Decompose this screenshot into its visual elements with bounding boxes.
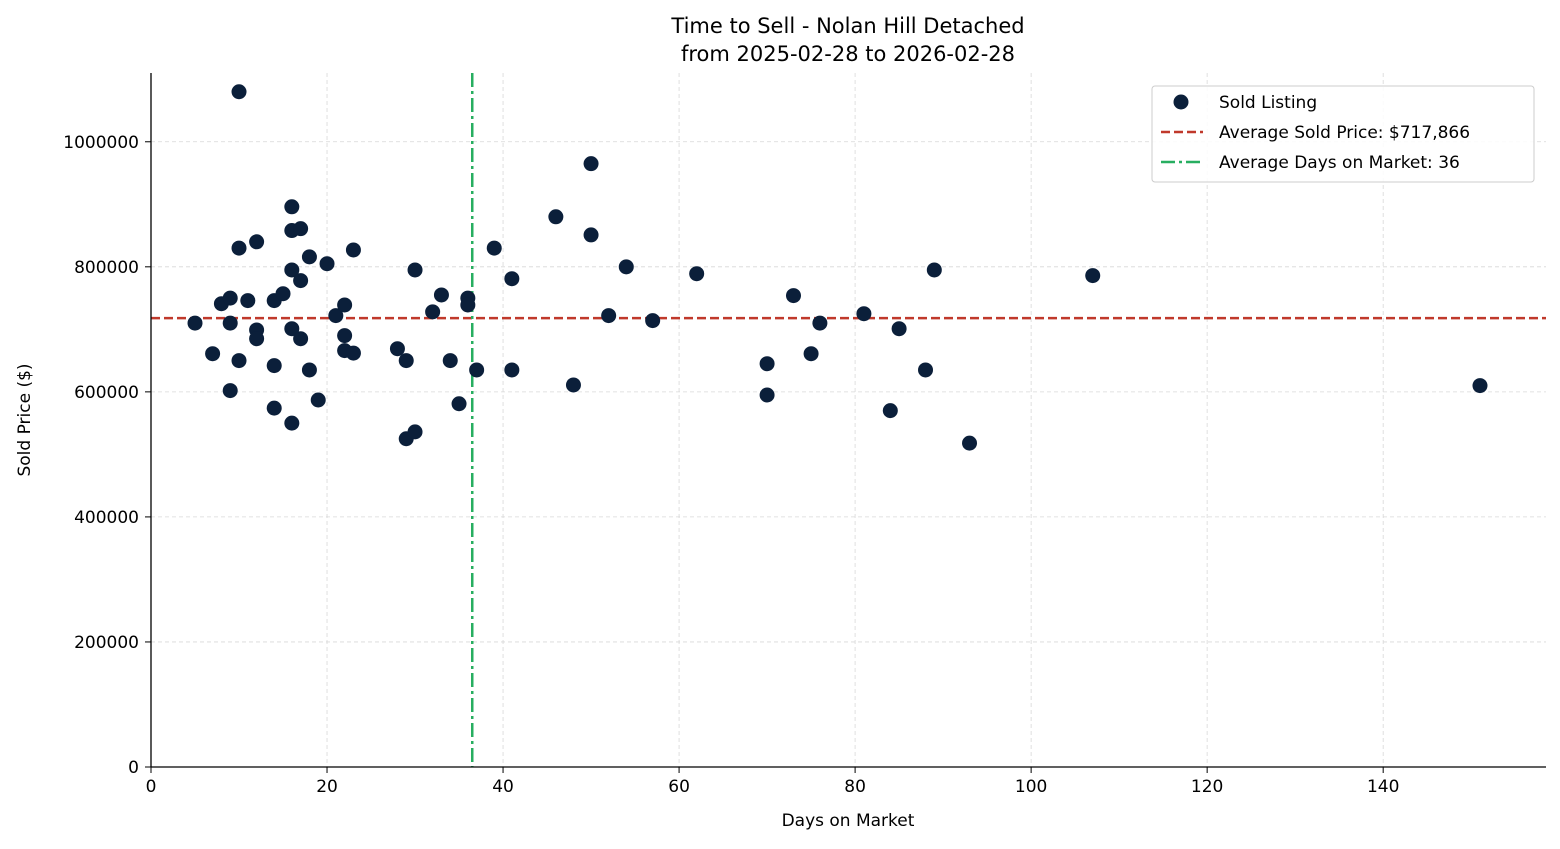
data-point xyxy=(812,315,828,331)
data-point xyxy=(803,346,819,362)
data-point xyxy=(293,273,309,289)
data-point xyxy=(222,383,238,399)
data-point xyxy=(205,346,221,362)
data-point xyxy=(337,328,353,344)
data-point xyxy=(1085,268,1101,284)
data-point xyxy=(433,287,449,303)
data-point xyxy=(407,262,423,278)
data-point xyxy=(231,353,247,369)
data-point xyxy=(301,249,317,265)
legend-box xyxy=(1151,85,1535,183)
data-point xyxy=(266,358,282,374)
x-tick-label: 120 xyxy=(1191,777,1223,797)
data-point xyxy=(460,297,476,313)
legend-label-sold-listing: Sold Listing xyxy=(1219,93,1317,113)
data-point xyxy=(689,266,705,282)
data-point xyxy=(583,227,599,243)
data-point xyxy=(345,345,361,361)
data-point xyxy=(293,221,309,237)
chart-title: Time to Sell - Nolan Hill Detached xyxy=(670,14,1024,38)
data-point xyxy=(231,84,247,100)
x-tick-label: 0 xyxy=(146,777,157,797)
data-point xyxy=(293,331,309,347)
data-point xyxy=(926,262,942,278)
data-point xyxy=(759,387,775,403)
data-point xyxy=(918,362,934,378)
data-point xyxy=(284,199,300,215)
data-point xyxy=(310,392,326,408)
x-tick-label: 140 xyxy=(1367,777,1399,797)
data-point xyxy=(266,400,282,416)
data-point xyxy=(442,353,458,369)
data-point xyxy=(319,256,335,272)
data-point xyxy=(856,306,872,322)
legend-marker-sold-listing xyxy=(1173,94,1189,110)
data-point xyxy=(337,297,353,313)
data-point xyxy=(187,315,203,331)
axes: 0 20 40 60 80 100 120 140 0 200000 400000 600000 800… xyxy=(63,73,1546,797)
data-point xyxy=(451,396,467,412)
data-point xyxy=(389,341,405,357)
x-tick-label: 60 xyxy=(668,777,690,797)
data-point xyxy=(645,313,661,329)
data-point xyxy=(249,234,265,250)
x-tick-label: 40 xyxy=(492,777,514,797)
data-point xyxy=(222,315,238,331)
data-point xyxy=(345,242,361,258)
data-point xyxy=(759,356,775,372)
data-point xyxy=(882,403,898,419)
data-point xyxy=(601,308,617,324)
data-point xyxy=(618,259,634,275)
data-point xyxy=(548,209,564,225)
data-point xyxy=(275,286,291,302)
y-tick-label: 0 xyxy=(128,758,139,778)
legend-label-average-price: Average Sold Price: $717,866 xyxy=(1219,123,1470,143)
data-point xyxy=(328,308,344,324)
y-tick-label: 1000000 xyxy=(63,133,139,153)
data-point xyxy=(231,240,247,256)
data-point xyxy=(565,377,581,393)
data-point xyxy=(222,290,238,306)
data-point xyxy=(249,331,265,347)
data-point xyxy=(891,321,907,337)
data-point xyxy=(284,415,300,431)
data-point xyxy=(425,304,441,320)
grid xyxy=(151,73,1546,767)
data-point xyxy=(284,321,300,337)
legend-label-average-days: Average Days on Market: 36 xyxy=(1219,153,1460,173)
data-point xyxy=(240,293,256,309)
chart-subtitle: from 2025-02-28 to 2026-02-28 xyxy=(681,42,1015,66)
data-point xyxy=(1472,378,1488,394)
x-axis-label: Days on Market xyxy=(782,811,915,831)
legend: Sold Listing Average Sold Price: $717,86… xyxy=(1151,85,1535,183)
data-point xyxy=(398,353,414,369)
y-tick-label: 200000 xyxy=(74,633,139,653)
x-tick-label: 20 xyxy=(316,777,338,797)
data-point xyxy=(301,362,317,378)
data-point xyxy=(486,240,502,256)
data-point xyxy=(284,262,300,278)
y-axis-label: Sold Price ($) xyxy=(15,363,35,476)
y-tick-label: 800000 xyxy=(74,258,139,278)
data-point xyxy=(583,156,599,172)
data-point xyxy=(469,362,485,378)
data-point xyxy=(407,424,423,440)
x-tick-label: 80 xyxy=(844,777,866,797)
reference-lines xyxy=(151,73,1546,767)
x-tick-label: 100 xyxy=(1015,777,1047,797)
data-point xyxy=(504,362,520,378)
y-tick-label: 600000 xyxy=(74,383,139,403)
data-point xyxy=(962,435,978,451)
data-point xyxy=(504,271,520,287)
data-points xyxy=(187,84,1488,451)
data-point xyxy=(785,288,801,304)
y-tick-label: 400000 xyxy=(74,508,139,528)
